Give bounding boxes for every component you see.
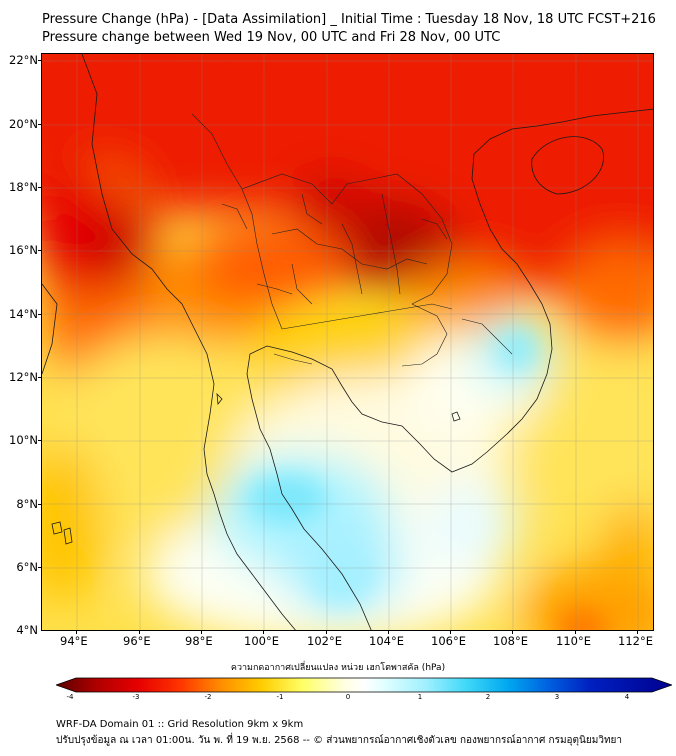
- lat-tick: [38, 314, 42, 315]
- coastlines: [42, 54, 653, 630]
- lon-label-102e: 102°E: [307, 634, 342, 648]
- lat-label-8n: 8°N: [16, 497, 38, 511]
- lat-tick: [38, 377, 42, 378]
- footer-model-info: WRF-DA Domain 01 :: Grid Resolution 9km …: [56, 719, 304, 730]
- graticule: [42, 54, 653, 630]
- lat-label-20n: 20°N: [9, 117, 38, 131]
- lat-tick: [38, 504, 42, 505]
- lat-tick: [38, 440, 42, 441]
- map-subtitle: Pressure change between Wed 19 Nov, 00 U…: [42, 30, 501, 45]
- lon-tick: [263, 630, 264, 634]
- lon-label-108e: 108°E: [493, 634, 528, 648]
- lat-tick: [38, 60, 42, 61]
- colorbar-title: ความกดอากาศเปลี่ยนแปลง หน่วย เฮกโตพาสคัล…: [230, 663, 446, 673]
- lon-tick: [139, 630, 140, 634]
- map-field: [42, 54, 653, 630]
- lat-tick: [38, 567, 42, 568]
- admin-borders: [191, 113, 513, 367]
- lon-tick: [201, 630, 202, 634]
- lon-label-106e: 106°E: [431, 634, 466, 648]
- colorbar-gradient: [54, 677, 674, 693]
- lat-label-6n: 6°N: [16, 560, 38, 574]
- lat-label-18n: 18°N: [9, 180, 38, 194]
- lon-tick: [637, 630, 638, 634]
- lon-label-94e: 94°E: [60, 634, 88, 648]
- lat-label-16n: 16°N: [9, 243, 38, 257]
- colorbar-label: 0: [345, 693, 351, 701]
- colorbar-label: 1: [417, 693, 423, 701]
- lon-tick: [388, 630, 389, 634]
- colorbar-label: -2: [204, 693, 212, 701]
- lon-label-96e: 96°E: [123, 634, 151, 648]
- lat-tick: [38, 124, 42, 125]
- lon-tick: [450, 630, 451, 634]
- lat-label-22n: 22°N: [9, 53, 38, 67]
- map-title: Pressure Change (hPa) - [Data Assimilati…: [42, 12, 656, 27]
- lat-label-10n: 10°N: [9, 433, 38, 447]
- lon-tick: [76, 630, 77, 634]
- lat-tick: [38, 250, 42, 251]
- lon-tick: [512, 630, 513, 634]
- colorbar-label: -3: [132, 693, 140, 701]
- lat-label-14n: 14°N: [9, 307, 38, 321]
- colorbar-label: 2: [485, 693, 491, 701]
- colorbar-label: 3: [554, 693, 560, 701]
- lon-label-104e: 104°E: [369, 634, 404, 648]
- colorbar-label: 4: [624, 693, 630, 701]
- lon-tick: [326, 630, 327, 634]
- lon-label-100e: 100°E: [244, 634, 279, 648]
- lat-label-4n: 4°N: [16, 623, 38, 637]
- lon-tick: [575, 630, 576, 634]
- lat-label-12n: 12°N: [9, 370, 38, 384]
- colorbar-label: -4: [66, 693, 74, 701]
- colorbar: [54, 677, 674, 693]
- lat-tick: [38, 187, 42, 188]
- lon-label-112e: 112°E: [618, 634, 653, 648]
- lon-label-98e: 98°E: [185, 634, 213, 648]
- lon-label-110e: 110°E: [556, 634, 591, 648]
- pressure-change-map: [41, 53, 654, 631]
- colorbar-label: -1: [276, 693, 284, 701]
- footer-update-info: ปรับปรุงข้อมูล ณ เวลา 01:00น. วัน พ. ที่…: [56, 735, 623, 746]
